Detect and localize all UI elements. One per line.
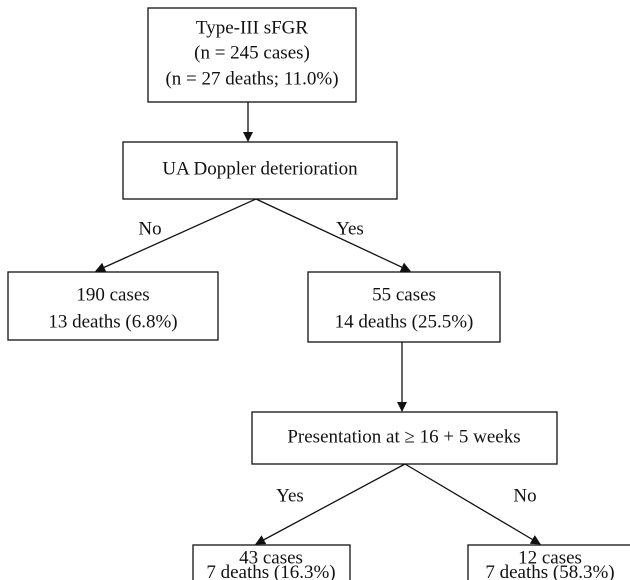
node-text: Type-III sFGR — [196, 17, 308, 38]
arrow — [255, 463, 406, 545]
node-text: 7 deaths (16.3%) — [206, 562, 335, 580]
node-text: 43 cases — [239, 547, 303, 568]
node-text: 7 deaths (58.3%) — [485, 562, 614, 580]
edge-label: Yes — [276, 485, 304, 506]
node-text: Presentation at ≥ 16 + 5 weeks — [287, 426, 520, 447]
node-text: UA Doppler deterioration — [162, 158, 358, 179]
edge-label: No — [513, 485, 536, 506]
node-box — [7, 271, 219, 341]
node-text: (n = 245 cases) — [194, 42, 310, 63]
node-text: 12 cases — [518, 547, 582, 568]
arrow — [404, 463, 541, 545]
node-text: (n = 27 deaths; 11.0%) — [165, 68, 338, 89]
arrow — [95, 198, 257, 272]
node-box — [467, 544, 630, 580]
node-text: 14 deaths (25.5%) — [335, 311, 474, 332]
node-text: 190 cases — [76, 284, 149, 305]
node-text: 55 cases — [372, 284, 436, 305]
node-box — [122, 141, 398, 200]
node-box — [192, 544, 351, 580]
edge-label: No — [138, 218, 161, 239]
node-text: 13 deaths (6.8%) — [48, 311, 177, 332]
edge-label: Yes — [336, 218, 364, 239]
node-box — [307, 271, 501, 343]
node-box — [251, 411, 558, 465]
arrow — [255, 198, 411, 272]
node-box — [147, 7, 357, 103]
